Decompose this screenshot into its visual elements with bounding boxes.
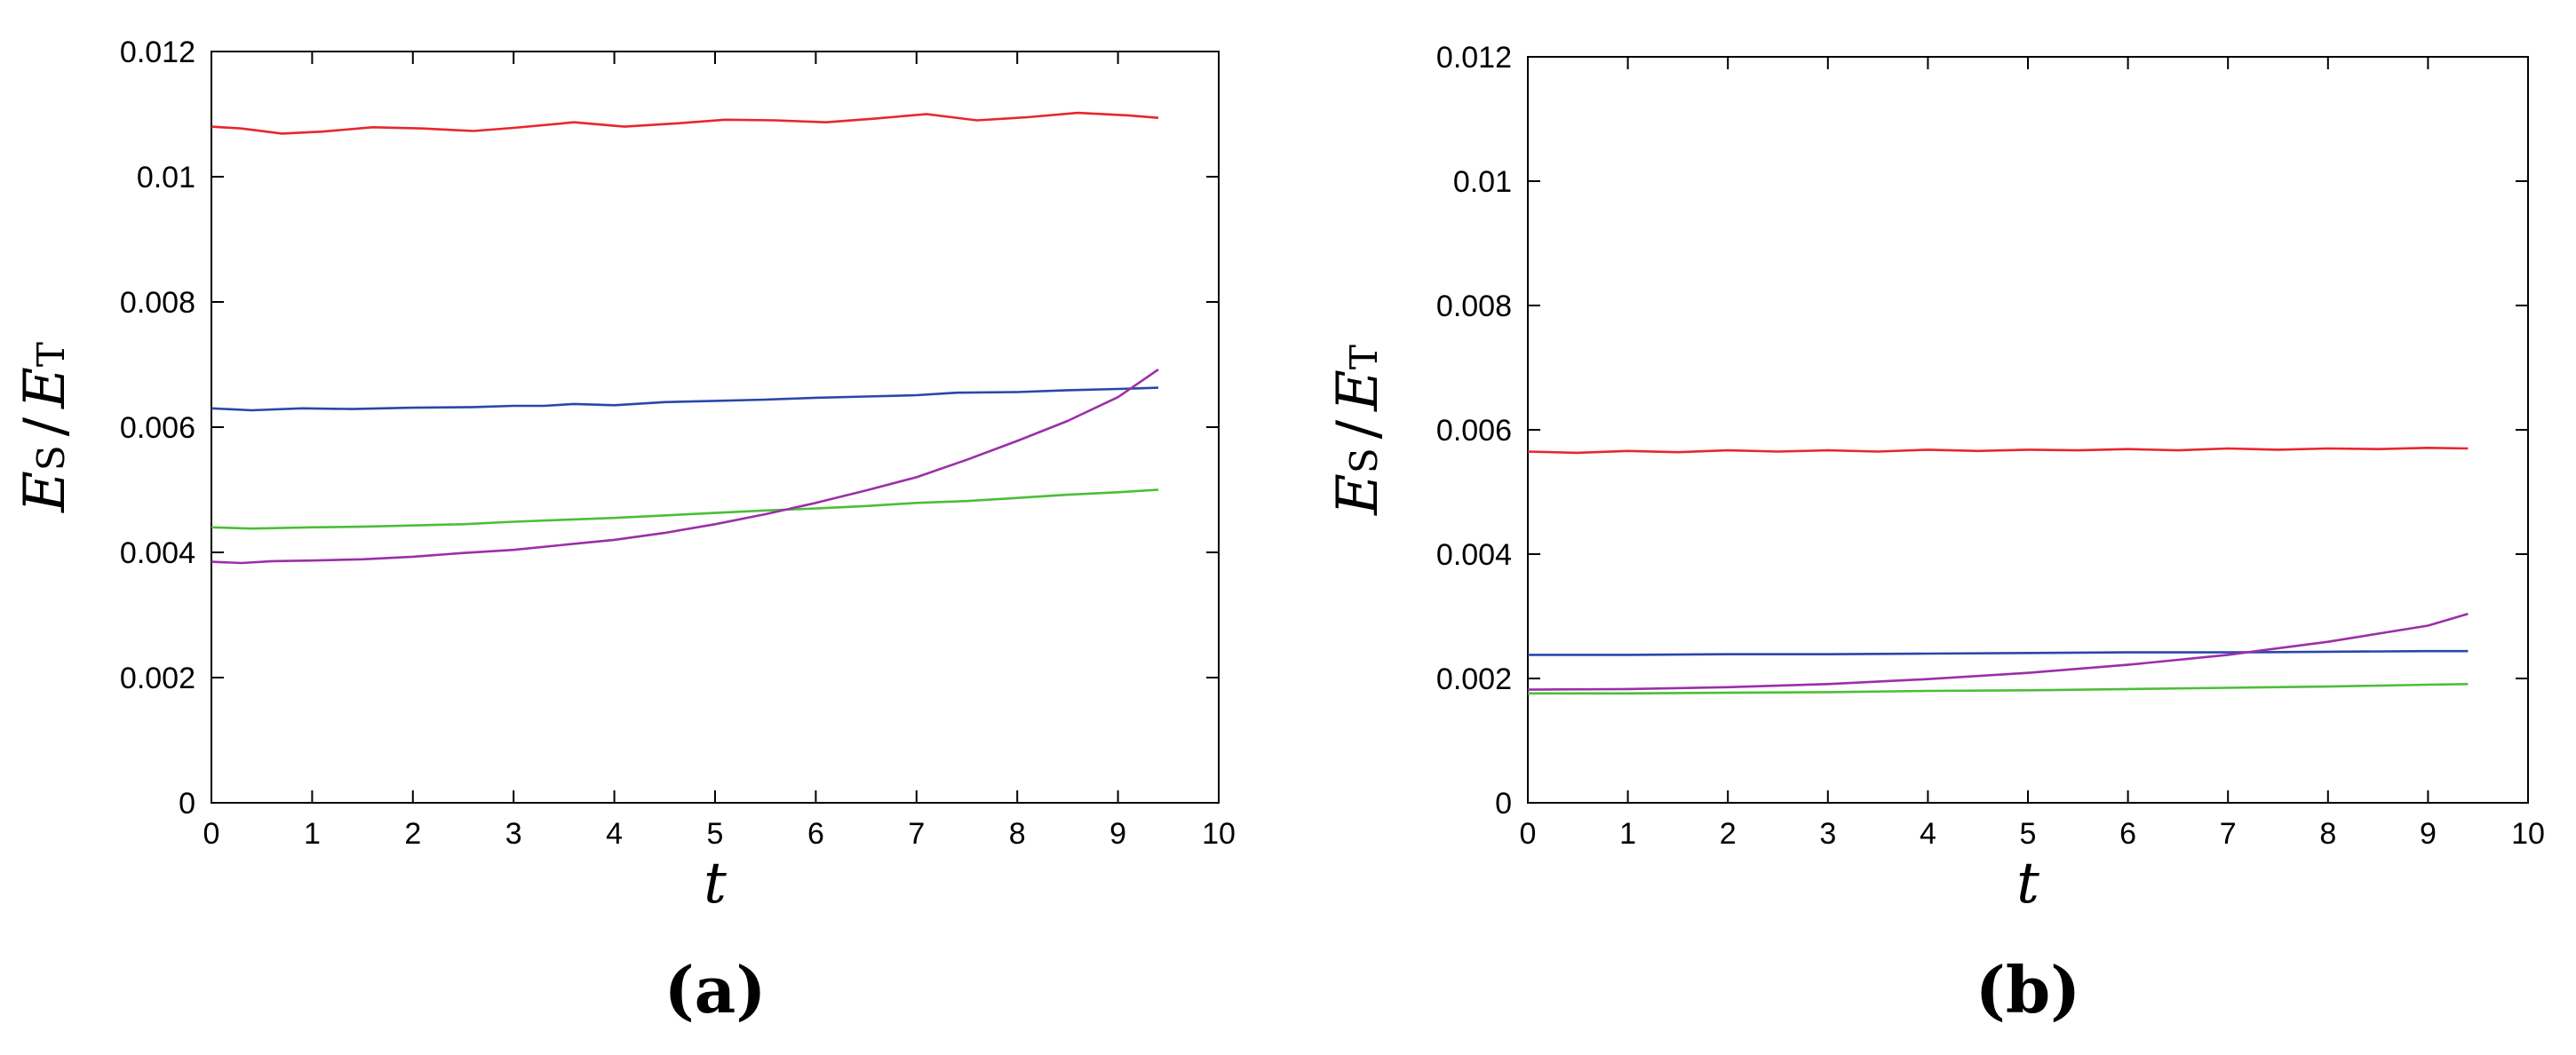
y-tick-label: 0.008 <box>120 286 195 320</box>
x-axis-label: t <box>704 851 727 916</box>
series-line-2 <box>211 488 1159 530</box>
y-tick-label: 0.006 <box>1436 414 1512 448</box>
x-tick-label: 3 <box>505 817 522 851</box>
y-axis-label-sub-1: S <box>29 445 73 471</box>
x-tick-label: 4 <box>1920 817 1936 851</box>
panel-a: 0 1 2 3 4 5 6 7 8 9 10 0 0.002 0.004 0.006 0.008 0.01 0.0… <box>12 36 1236 1027</box>
x-tick-label: 5 <box>2020 817 2037 851</box>
x-tick-label: 6 <box>2119 817 2136 851</box>
y-axis-label-main-1: E <box>12 471 78 513</box>
y-axis-label-sub-1: S <box>1342 448 1386 473</box>
y-axis-label-slash: / <box>12 416 78 436</box>
x-tick-label: 6 <box>807 817 824 851</box>
y-tick-label: 0.002 <box>120 662 195 695</box>
y-tick-label: 0.004 <box>120 536 195 570</box>
x-axis-label: t <box>2016 851 2039 916</box>
x-tick-label: 3 <box>1819 817 1836 851</box>
panel-label: (a) <box>664 952 767 1027</box>
y-tick-label: 0.006 <box>120 411 195 445</box>
y-axis-label-main-2: E <box>1325 369 1391 412</box>
y-tick-label: 0.012 <box>1436 41 1512 75</box>
x-tick-label: 7 <box>908 817 925 851</box>
x-tick-label: 9 <box>1109 817 1126 851</box>
y-tick-label: 0.002 <box>1436 662 1512 696</box>
x-tick-label: 0 <box>203 817 220 851</box>
y-tick-label: 0 <box>1495 787 1512 821</box>
y-tick-label: 0.012 <box>120 36 195 69</box>
x-tick-label: 10 <box>2511 817 2545 851</box>
x-tick-label: 4 <box>606 817 623 851</box>
y-tick-label: 0.008 <box>1436 290 1512 323</box>
series-line-1 <box>1528 649 2469 656</box>
x-tick-label: 5 <box>707 817 724 851</box>
y-axis-label: ES/ET <box>1325 345 1391 516</box>
y-axis-label: ES/ET <box>12 342 78 513</box>
panel-b: 0 1 2 3 4 5 6 7 8 9 10 0 0.002 0.004 0.006 0.008 0.01 0.0… <box>1325 41 2545 1027</box>
x-tick-label: 8 <box>2319 817 2336 851</box>
y-tick-label: 0.01 <box>1453 165 1512 199</box>
x-tick-label: 10 <box>1202 817 1236 851</box>
y-axis-label-sub-2: T <box>29 342 73 367</box>
series-line-2 <box>1528 683 2469 695</box>
x-tick-label: 8 <box>1009 817 1026 851</box>
series-line-1 <box>211 386 1159 412</box>
series-line-0 <box>1527 447 2469 455</box>
x-tick-label: 1 <box>304 817 321 851</box>
y-tick-label: 0.01 <box>137 161 195 194</box>
x-tick-label: 2 <box>404 817 421 851</box>
x-tick-label: 2 <box>1720 817 1737 851</box>
y-axis-label-main-1: E <box>1325 473 1391 516</box>
y-axis-label-sub-2: T <box>1342 345 1386 369</box>
x-tick-label: 1 <box>1619 817 1636 851</box>
plot-frame <box>211 51 1220 804</box>
panel-label: (b) <box>1976 952 2080 1027</box>
y-tick-label: 0.004 <box>1436 538 1512 572</box>
y-axis-label-slash: / <box>1325 419 1391 439</box>
series-line-3 <box>1527 612 2469 691</box>
y-axis-label-main-2: E <box>12 367 78 409</box>
y-tick-label: 0 <box>179 787 195 821</box>
x-tick-label: 9 <box>2420 817 2437 851</box>
x-tick-label: 7 <box>2220 817 2237 851</box>
series-line-3 <box>211 369 1159 565</box>
x-tick-label: 0 <box>1520 817 1537 851</box>
series-line-0 <box>211 111 1159 135</box>
